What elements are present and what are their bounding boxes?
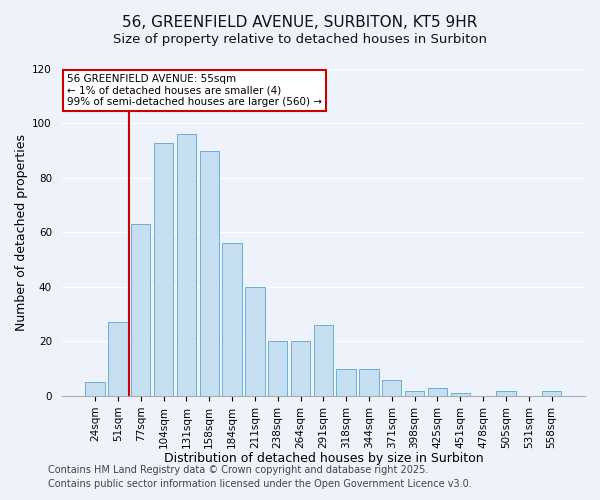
Bar [496, 390, 515, 396]
Bar [108, 322, 128, 396]
Bar [359, 368, 379, 396]
Bar [131, 224, 151, 396]
X-axis label: Distribution of detached houses by size in Surbiton: Distribution of detached houses by size … [164, 452, 483, 465]
Bar [382, 380, 401, 396]
Bar [451, 394, 470, 396]
Bar [405, 390, 424, 396]
Text: Contains HM Land Registry data © Crown copyright and database right 2025.
Contai: Contains HM Land Registry data © Crown c… [48, 465, 472, 489]
Bar [245, 287, 265, 396]
Bar [154, 142, 173, 396]
Bar [337, 368, 356, 396]
Bar [268, 342, 287, 396]
Text: 56, GREENFIELD AVENUE, SURBITON, KT5 9HR: 56, GREENFIELD AVENUE, SURBITON, KT5 9HR [122, 15, 478, 30]
Bar [200, 150, 219, 396]
Bar [85, 382, 105, 396]
Bar [223, 244, 242, 396]
Bar [428, 388, 447, 396]
Bar [291, 342, 310, 396]
Text: 56 GREENFIELD AVENUE: 55sqm
← 1% of detached houses are smaller (4)
99% of semi-: 56 GREENFIELD AVENUE: 55sqm ← 1% of deta… [67, 74, 322, 107]
Text: Size of property relative to detached houses in Surbiton: Size of property relative to detached ho… [113, 32, 487, 46]
Bar [542, 390, 561, 396]
Bar [177, 134, 196, 396]
Bar [314, 325, 333, 396]
Y-axis label: Number of detached properties: Number of detached properties [15, 134, 28, 331]
